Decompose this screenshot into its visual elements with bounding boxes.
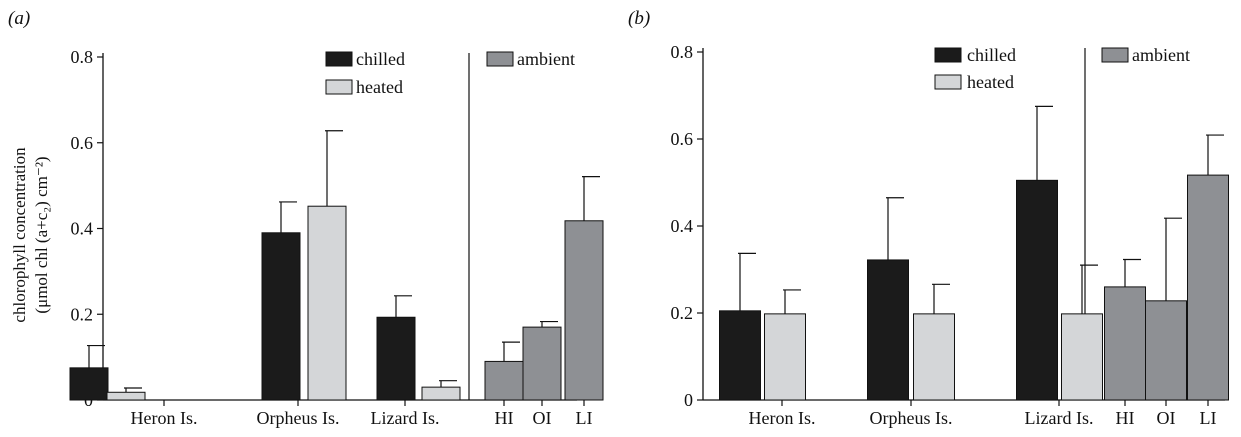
ylabel-line1: chlorophyll concentration xyxy=(10,147,29,323)
panel-b-bar-heated xyxy=(913,313,955,401)
panel-a-bar-heated xyxy=(106,391,146,401)
panel-a-ylabel: chlorophyll concentration (μmol chl (a+c₂… xyxy=(10,147,51,323)
panel-a-legend-swatch-ambient xyxy=(486,51,514,67)
panel-b-bar-chilled xyxy=(1016,179,1058,401)
panel-a-x-tick-label: HI xyxy=(495,408,514,428)
panel-b-x-tick-label: Lizard Is. xyxy=(1025,408,1094,428)
panel-a-bar-chilled xyxy=(69,367,109,401)
panel-a-bar-chilled xyxy=(376,316,416,401)
panel-a-bar-heated xyxy=(307,205,347,401)
panel-b-y-tick-label: 0.6 xyxy=(671,129,694,149)
panel-a-legend-swatch-heated xyxy=(325,79,353,95)
panel-a-x-tick-label: Lizard Is. xyxy=(371,408,440,428)
panel-a-x-tick-label: OI xyxy=(533,408,552,428)
panel-a-x-tick-label: Heron Is. xyxy=(131,408,198,428)
panel-a-y-tick-label: 0.2 xyxy=(71,304,94,324)
panel-a-legend-label-ambient: ambient xyxy=(517,49,575,69)
panel-a-label: (a) xyxy=(8,8,30,29)
panel-b-legend-swatch-ambient xyxy=(1101,47,1129,63)
panel-b-y-tick-label: 0 xyxy=(684,390,693,410)
panel-b-bar-ambient xyxy=(1187,174,1229,401)
panel-a-legend-swatch-chilled xyxy=(325,51,353,67)
panel-a-y-tick-label: 0.6 xyxy=(71,133,94,153)
panel-b-bar-chilled xyxy=(867,259,909,401)
panel-b-bar-chilled xyxy=(719,310,761,401)
panel-a-y-tick-label: 0.8 xyxy=(71,47,94,67)
panel-a-bar-chilled xyxy=(261,232,301,401)
panel-a-y-tick-label: 0.4 xyxy=(71,219,94,239)
panel-b-y-tick-label: 0.4 xyxy=(671,216,694,236)
panel-b-x-tick-label: OI xyxy=(1157,408,1176,428)
panel-b-bar-ambient xyxy=(1104,286,1146,401)
panel-b-x-tick-label: LI xyxy=(1200,408,1217,428)
panel-b-x-tick-label: Heron Is. xyxy=(749,408,816,428)
panel-a-bar-ambient xyxy=(522,326,562,401)
panel-b-label: (b) xyxy=(628,8,650,29)
panel-a-bar-ambient xyxy=(564,220,604,401)
panel-b-x-tick-label: Orpheus Is. xyxy=(870,408,953,428)
panel-b-bar-ambient xyxy=(1145,300,1187,401)
panel-b-legend-label-ambient: ambient xyxy=(1132,45,1190,65)
panel-a-legend-label-heated: heated xyxy=(356,77,403,97)
panel-b-legend-swatch-chilled xyxy=(934,47,962,63)
panel-b-legend-label-chilled: chilled xyxy=(967,45,1016,65)
ylabel-line2: (μmol chl (a+c₂) cm⁻²) xyxy=(32,156,51,313)
panel-b-y-tick-label: 0.8 xyxy=(671,42,694,62)
panel-a-x-tick-label: LI xyxy=(576,408,593,428)
panel-a-x-tick-label: Orpheus Is. xyxy=(257,408,340,428)
panel-b-legend-label-heated: heated xyxy=(967,72,1014,92)
panel-b-y-tick-label: 0.2 xyxy=(671,303,694,323)
panel-b-bar-heated xyxy=(1061,313,1103,401)
panel-b-bar-heated xyxy=(764,313,806,401)
panel-b-legend-swatch-heated xyxy=(934,74,962,90)
panel-b-x-tick-label: HI xyxy=(1116,408,1135,428)
panel-a-bar-heated xyxy=(421,386,461,401)
panel-a-bar-ambient xyxy=(484,360,524,401)
panel-a-legend-label-chilled: chilled xyxy=(356,49,405,69)
